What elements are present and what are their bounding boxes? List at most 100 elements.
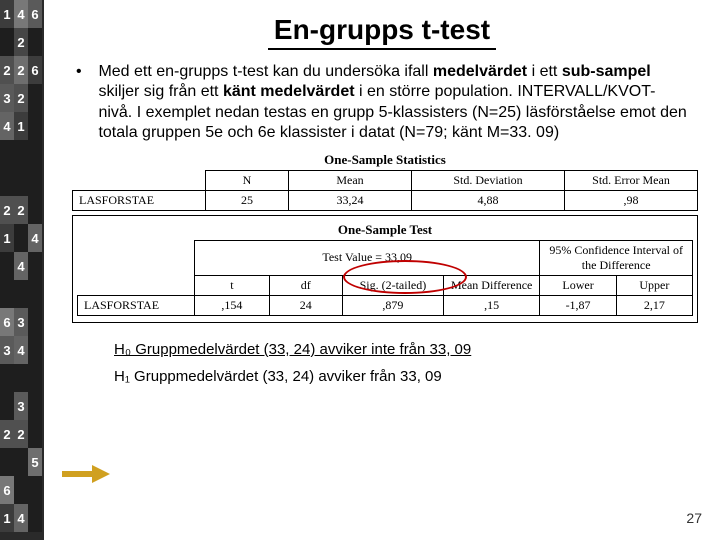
sidebar-cell (28, 392, 42, 420)
sidebar-cell: 3 (14, 308, 28, 336)
tables-area: One-Sample Statistics N Mean Std. Deviat… (72, 152, 698, 323)
h1-text: H₁ Gruppmedelvärdet (33, 24) avviker frå… (114, 368, 442, 385)
table1-r0c2: 33,24 (289, 190, 412, 210)
sidebar-cell (28, 140, 42, 168)
sidebar-cell (0, 392, 14, 420)
sidebar-cell: 1 (0, 224, 14, 252)
ci-label-cell: 95% Confidence Interval of the Differenc… (540, 240, 693, 275)
hypothesis-h1: H₁ Gruppmedelvärdet (33, 24) avviker frå… (114, 368, 720, 385)
sidebar-cell (14, 140, 28, 168)
sidebar-cell: 4 (28, 224, 42, 252)
sidebar-cell: 2 (14, 196, 28, 224)
sidebar-cell (0, 448, 14, 476)
sidebar-cell: 2 (14, 84, 28, 112)
table1-r0c4: ,98 (565, 190, 698, 210)
table1-h3: Std. Deviation (412, 170, 565, 190)
table1-r0c3: 4,88 (412, 190, 565, 210)
sidebar-cell (14, 224, 28, 252)
sidebar-cell: 2 (0, 56, 14, 84)
sidebar-cell (28, 504, 42, 532)
sidebar-cell (14, 364, 28, 392)
table1-h2: Mean (289, 170, 412, 190)
sidebar-cell: 3 (0, 84, 14, 112)
t2r-c6: 2,17 (616, 295, 692, 315)
h0-text: H₀ Gruppmedelvärdet (33, 24) avviker int… (114, 341, 471, 358)
t2r-c5: -1,87 (540, 295, 616, 315)
sidebar-cell (28, 420, 42, 448)
sidebar-cell: 1 (14, 112, 28, 140)
table1-h0 (73, 170, 206, 190)
slide-title: En-grupps t-test (268, 14, 496, 50)
sidebar-cell: 2 (0, 420, 14, 448)
t2r-c1: ,154 (195, 295, 270, 315)
sidebar-cell (0, 168, 14, 196)
slide-content: En-grupps t-test • Med ett en-grupps t-t… (44, 0, 720, 540)
sidebar-cell (0, 280, 14, 308)
table2-title: One-Sample Test (77, 222, 693, 238)
t2h-t: t (195, 275, 270, 295)
sidebar-cell: 2 (0, 196, 14, 224)
sidebar-cell: 6 (0, 308, 14, 336)
sidebar-cell: 5 (28, 448, 42, 476)
sidebar-cell (28, 168, 42, 196)
bullet: • (76, 62, 94, 82)
sidebar-cell: 2 (14, 28, 28, 56)
t2h-lower: Lower (540, 275, 616, 295)
number-sidebar: 146 2 22632 41 22 1 4 4 63 34 3 22 56 14 (0, 0, 44, 540)
sidebar-cell: 6 (28, 0, 42, 28)
t2r-c3: ,879 (342, 295, 443, 315)
sidebar-cell (14, 280, 28, 308)
sidebar-cell (28, 364, 42, 392)
table1-r0c0: LASFORSTAE (73, 190, 206, 210)
sidebar-cell: 6 (28, 56, 42, 84)
t2h-meandiff: Mean Difference (444, 275, 540, 295)
table1-h1: N (206, 170, 289, 190)
sidebar-cell (28, 476, 42, 504)
sidebar-cell (14, 476, 28, 504)
sidebar-cell (0, 252, 14, 280)
sidebar-cell (28, 336, 42, 364)
sidebar-cell: 1 (0, 504, 14, 532)
hypothesis-h0: H₀ Gruppmedelvärdet (33, 24) avviker int… (114, 341, 720, 358)
sidebar-cell (28, 252, 42, 280)
table1-h4: Std. Error Mean (565, 170, 698, 190)
sidebar-cell (14, 448, 28, 476)
sidebar-cell: 3 (0, 336, 14, 364)
table1-r0c1: 25 (206, 190, 289, 210)
t2h-df: df (269, 275, 342, 295)
one-sample-statistics-table: N Mean Std. Deviation Std. Error Mean LA… (72, 170, 698, 211)
t2r-c2: 24 (269, 295, 342, 315)
t2r-c0: LASFORSTAE (78, 295, 195, 315)
sidebar-cell: 4 (14, 504, 28, 532)
sidebar-cell (28, 84, 42, 112)
sidebar-cell (28, 196, 42, 224)
sidebar-cell: 6 (0, 476, 14, 504)
sidebar-cell (28, 280, 42, 308)
sidebar-cell: 3 (14, 392, 28, 420)
sidebar-cell: 4 (14, 336, 28, 364)
one-sample-test-box: One-Sample Test Test Value = 33,09 95% C… (72, 215, 698, 323)
table1-title: One-Sample Statistics (72, 152, 698, 168)
t2r-c4: ,15 (444, 295, 540, 315)
t2h-upper: Upper (616, 275, 692, 295)
sidebar-cell (28, 308, 42, 336)
sidebar-cell: 4 (0, 112, 14, 140)
sidebar-cell (28, 112, 42, 140)
page-number: 27 (686, 510, 702, 526)
sidebar-cell: 4 (14, 0, 28, 28)
test-value-cell: Test Value = 33,09 (195, 240, 540, 275)
body-text: Med ett en-grupps t-test kan du undersök… (98, 62, 688, 144)
sidebar-cell (28, 28, 42, 56)
sidebar-cell (0, 364, 14, 392)
sidebar-cell: 1 (0, 0, 14, 28)
one-sample-test-table: Test Value = 33,09 95% Confidence Interv… (77, 240, 693, 316)
sidebar-cell: 2 (14, 420, 28, 448)
sidebar-cell: 4 (14, 252, 28, 280)
sidebar-cell (14, 168, 28, 196)
t2h-sig: Sig. (2-tailed) (342, 275, 443, 295)
body-paragraph: • Med ett en-grupps t-test kan du unders… (76, 62, 690, 144)
sidebar-cell (0, 28, 14, 56)
sidebar-cell (0, 140, 14, 168)
sidebar-cell: 2 (14, 56, 28, 84)
arrow-icon (62, 465, 110, 488)
